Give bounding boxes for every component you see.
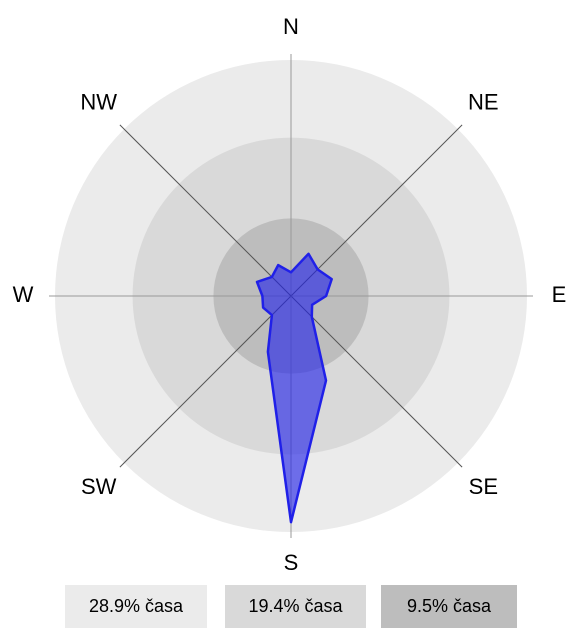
radar-area xyxy=(255,252,333,524)
direction-label: S xyxy=(284,550,299,575)
axis-line xyxy=(119,124,292,297)
axis-line xyxy=(290,124,463,297)
direction-label: W xyxy=(13,282,34,307)
direction-label: NW xyxy=(80,89,117,114)
direction-label: N xyxy=(283,14,299,39)
axis-line xyxy=(290,295,463,468)
legend-label: 28.9% časa xyxy=(89,596,184,616)
axis-line xyxy=(119,295,292,468)
direction-label: E xyxy=(552,282,567,307)
legend-box xyxy=(381,585,517,628)
direction-label: SE xyxy=(469,474,498,499)
direction-label: NE xyxy=(468,89,499,114)
legend-label: 19.4% časa xyxy=(248,596,343,616)
legend-label: 9.5% časa xyxy=(407,596,492,616)
legend-box xyxy=(65,585,207,628)
direction-label: SW xyxy=(81,474,117,499)
legend-box xyxy=(225,585,366,628)
